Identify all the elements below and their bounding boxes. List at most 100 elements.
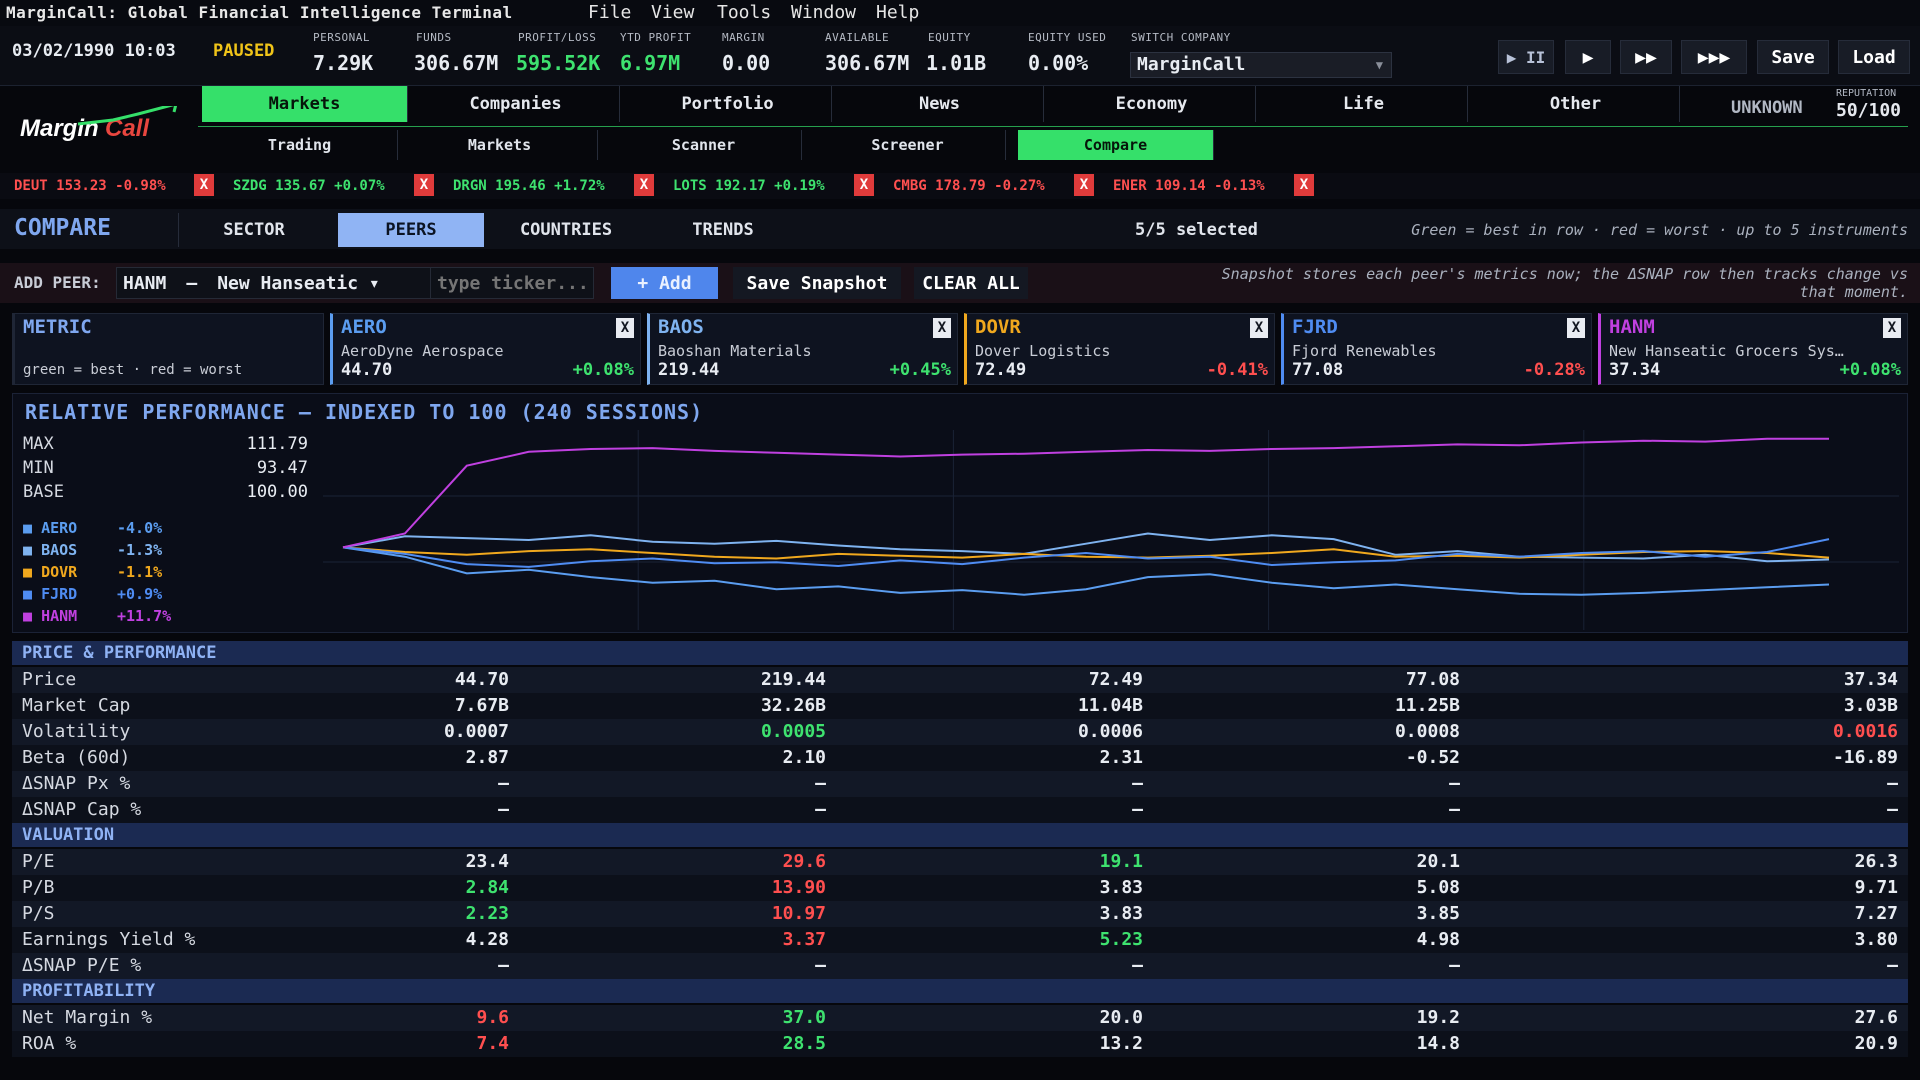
add-peer-button[interactable]: + Add (611, 267, 718, 299)
table-cell: 2.31 (1099, 747, 1143, 768)
table-cell: – (1449, 773, 1460, 794)
tab-markets[interactable]: Markets (202, 86, 408, 122)
menu-help[interactable]: Help (876, 2, 920, 23)
tab-trends[interactable]: TRENDS (692, 220, 754, 240)
funds-label: FUNDS (416, 31, 452, 44)
reputation-label: REPUTATION (1836, 88, 1897, 99)
ticker-input[interactable] (430, 267, 594, 299)
metric-header-card: METRIC green = best · red = worst (12, 313, 324, 385)
subtab-scanner[interactable]: Scanner (606, 130, 802, 160)
menu-tools[interactable]: Tools (717, 2, 772, 23)
ticker-item[interactable]: SZDG 135.67 +0.07% (233, 178, 385, 194)
table-row: P/E 23.4 29.6 19.1 20.1 26.3 (12, 849, 1908, 875)
subtab-trading[interactable]: Trading (202, 130, 398, 160)
peer-select[interactable]: HANM – New Hanseatic ▾ (116, 267, 436, 299)
pause-button[interactable]: ▶ II (1498, 40, 1554, 74)
app-title: MarginCall: Global Financial Intelligenc… (6, 3, 513, 22)
save-snapshot-button[interactable]: Save Snapshot (733, 267, 901, 299)
table-cell: 3.83 (1099, 903, 1143, 924)
tab-news[interactable]: News (836, 86, 1044, 122)
close-icon[interactable]: X (616, 318, 634, 338)
tab-peers[interactable]: PEERS (338, 213, 484, 247)
available-label: AVAILABLE (825, 31, 890, 44)
clear-all-button[interactable]: CLEAR ALL (914, 267, 1028, 299)
tab-countries[interactable]: COUNTRIES (519, 220, 613, 240)
close-icon[interactable]: X (1567, 318, 1585, 338)
ytd-value: 6.97M (620, 51, 681, 75)
ticker-item[interactable]: CMBG 178.79 -0.27% (893, 178, 1045, 194)
selection-count: 5/5 selected (1135, 220, 1258, 240)
margin-label: MARGIN (722, 31, 765, 44)
peer-price: 37.34 (1609, 360, 1661, 380)
table-cell: 13.90 (771, 877, 826, 898)
subtab-screener[interactable]: Screener (810, 130, 1006, 160)
table-cell: 219.44 (760, 669, 826, 690)
close-icon[interactable]: X (194, 174, 214, 196)
subtab-compare[interactable]: Compare (1018, 130, 1214, 160)
legend-name: HANM (41, 607, 78, 625)
chart-min-value: 93.47 (256, 458, 308, 478)
peer-card[interactable]: BAOS Baoshan Materials 219.44 +0.45% X (647, 313, 958, 385)
load-button[interactable]: Load (1838, 40, 1910, 74)
table-cell: 37.34 (1843, 669, 1898, 690)
close-icon[interactable]: X (414, 174, 434, 196)
ticker-item[interactable]: LOTS 192.17 +0.19% (673, 178, 825, 194)
close-icon[interactable]: X (933, 318, 951, 338)
switch-company-label: SWITCH COMPANY (1131, 31, 1231, 44)
table-row: Net Margin % 9.6 37.0 20.0 19.2 27.6 (12, 1005, 1908, 1031)
fastest-forward-button[interactable]: ▶▶▶ (1681, 40, 1747, 74)
tab-sector[interactable]: SECTOR (223, 220, 285, 240)
ticker-item[interactable]: ENER 109.14 -0.13% (1113, 178, 1265, 194)
peer-card[interactable]: FJRD Fjord Renewables 77.08 -0.28% X (1281, 313, 1592, 385)
table-cell: 9.6 (476, 1007, 509, 1028)
subtab-markets[interactable]: Markets (402, 130, 598, 160)
peer-ticker: FJRD (1292, 316, 1338, 338)
legend-item: ■ DOVR (23, 563, 78, 581)
play-button[interactable]: ▶ (1565, 40, 1611, 74)
peer-card[interactable]: HANM New Hanseatic Grocers Sys… 37.34 +0… (1598, 313, 1908, 385)
fast-forward-button[interactable]: ▶▶ (1620, 40, 1672, 74)
tab-other[interactable]: Other (1472, 86, 1680, 122)
peer-card[interactable]: AERO AeroDyne Aerospace 44.70 +0.08% X (330, 313, 641, 385)
save-button[interactable]: Save (1757, 40, 1829, 74)
tab-portfolio[interactable]: Portfolio (624, 86, 832, 122)
menu-view[interactable]: View (651, 2, 695, 23)
logo-graphic: Margin Call (20, 102, 178, 142)
tab-economy[interactable]: Economy (1048, 86, 1256, 122)
table-cell: 77.08 (1405, 669, 1460, 690)
table-cell: 2.10 (782, 747, 826, 768)
metric-subtitle: green = best · red = worst (23, 362, 243, 378)
status-bar: 03/02/1990 10:03 PAUSED PERSONAL 7.29K F… (0, 26, 1920, 86)
peer-price: 72.49 (975, 360, 1027, 380)
close-icon[interactable]: X (1074, 174, 1094, 196)
table-cell: – (1887, 955, 1898, 976)
menu-window[interactable]: Window (791, 2, 857, 23)
table-cell: 3.03B (1843, 695, 1898, 716)
section-header: PRICE & PERFORMANCE (12, 641, 1908, 665)
close-icon[interactable]: X (634, 174, 654, 196)
menu-file[interactable]: File (588, 2, 632, 23)
peer-ticker: DOVR (975, 316, 1021, 338)
table-cell: 27.6 (1854, 1007, 1898, 1028)
close-icon[interactable]: X (1294, 174, 1314, 196)
table-cell: 11.25B (1394, 695, 1460, 716)
ticker-item[interactable]: DEUT 153.23 -0.98% (14, 178, 166, 194)
close-icon[interactable]: X (854, 174, 874, 196)
tab-companies[interactable]: Companies (412, 86, 620, 122)
peer-card[interactable]: DOVR Dover Logistics 72.49 -0.41% X (964, 313, 1275, 385)
table-cell: 37.0 (782, 1007, 826, 1028)
margin-value: 0.00 (722, 51, 771, 75)
series-line-fjrd (342, 538, 1830, 568)
equity-used-label: EQUITY USED (1028, 31, 1107, 44)
company-select[interactable]: MarginCall ▼ (1130, 52, 1392, 78)
close-icon[interactable]: X (1250, 318, 1268, 338)
row-label: Net Margin % (22, 1007, 153, 1028)
table-row: Price 44.70 219.44 72.49 77.08 37.34 (12, 667, 1908, 693)
tab-life[interactable]: Life (1260, 86, 1468, 122)
equity-label: EQUITY (928, 31, 971, 44)
table-cell: 19.2 (1416, 1007, 1460, 1028)
close-icon[interactable]: X (1883, 318, 1901, 338)
ticker-item[interactable]: DRGN 195.46 +1.72% (453, 178, 605, 194)
add-peer-bar: ADD PEER: HANM – New Hanseatic ▾ + Add S… (0, 263, 1920, 303)
table-cell: -0.52 (1405, 747, 1460, 768)
